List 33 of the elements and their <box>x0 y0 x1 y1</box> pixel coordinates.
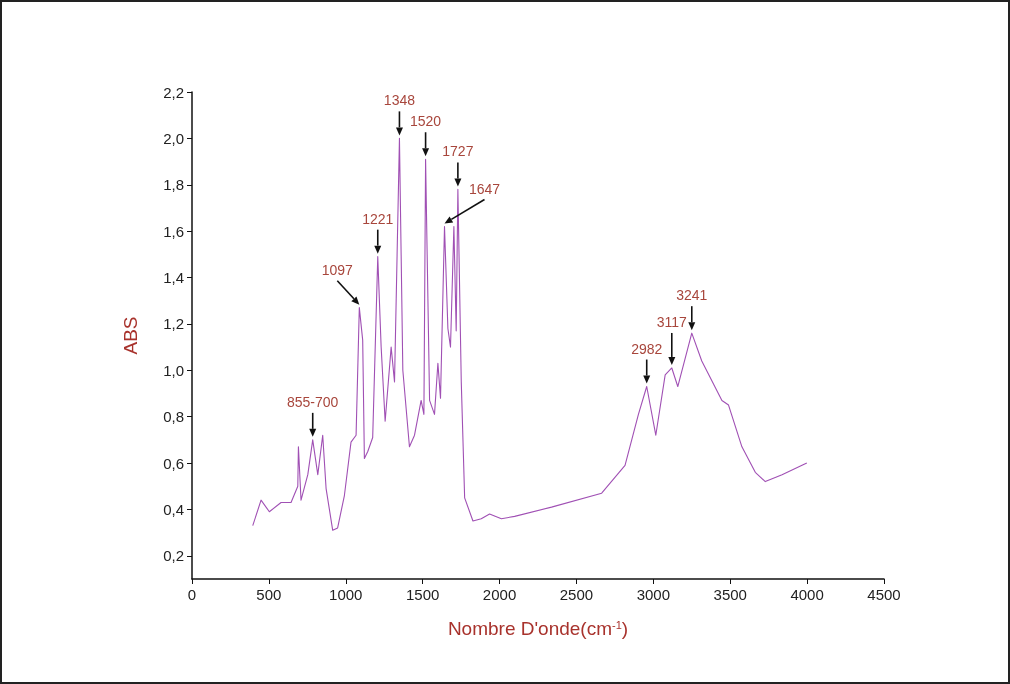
y-tick-label: 1,8 <box>163 176 184 194</box>
x-tick-label: 500 <box>256 586 282 603</box>
annotation: 3241 <box>676 287 708 304</box>
x-tick-label: 1500 <box>405 586 440 603</box>
x-tick-label: 2000 <box>482 586 517 603</box>
x-tick-label: 3500 <box>713 586 747 603</box>
annotation: 1727 <box>442 143 474 160</box>
annotation: 855-700 <box>287 393 339 410</box>
annotation: 1097 <box>321 261 354 278</box>
annotation: 2982 <box>631 340 663 357</box>
y-tick-label: 2,2 <box>163 83 184 101</box>
y-tick-label: 0,6 <box>163 454 184 472</box>
y-tick-label: 0,2 <box>163 547 184 565</box>
y-tick-label: 2,0 <box>163 129 184 147</box>
annotation: 1221 <box>362 210 394 227</box>
x-tick-label: 4000 <box>790 586 824 603</box>
annotation: 1348 <box>383 92 416 109</box>
x-tick-label: 4500 <box>867 586 901 603</box>
x-tick-label: 3000 <box>636 586 671 603</box>
y-tick-label: 1,2 <box>163 315 184 333</box>
y-tick-label: 0,4 <box>163 500 184 518</box>
annotation: 1520 <box>410 113 442 130</box>
annotation: 3117 <box>656 313 688 330</box>
x-tick-label: 2500 <box>559 586 594 603</box>
y-tick-label: 1,0 <box>163 361 184 379</box>
y-axis-title: ABS <box>120 316 141 355</box>
line-series <box>252 137 808 531</box>
x-tick-label: 0 <box>187 586 197 603</box>
y-tick-label: 1,4 <box>163 269 184 287</box>
annotation: 1647 <box>468 180 501 197</box>
y-tick-label: 1,6 <box>163 222 184 240</box>
x-tick-label: 1000 <box>329 586 363 603</box>
y-tick-label: 0,8 <box>163 408 184 426</box>
